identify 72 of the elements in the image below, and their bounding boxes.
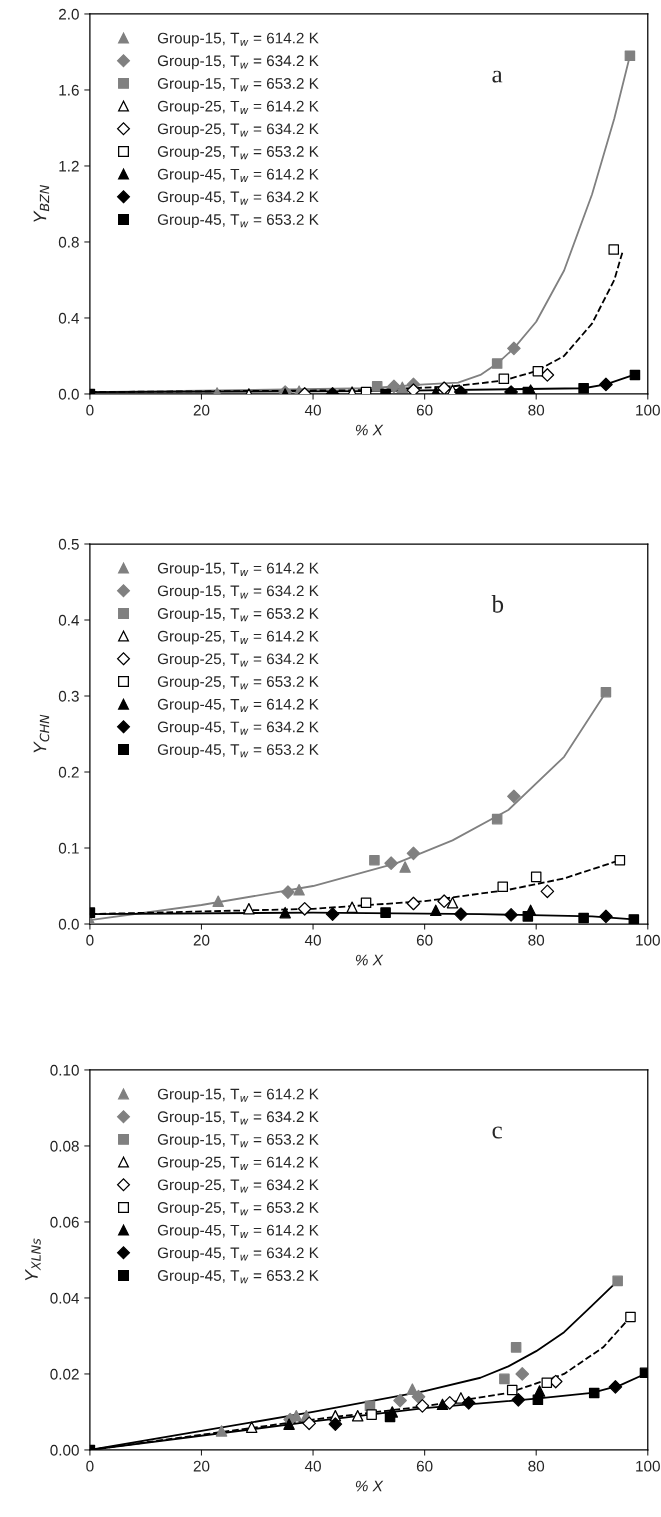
legend-label: Group-15, T$_{w}$ = 634.2 K xyxy=(157,55,319,70)
legend-label: Group-15, T$_{w}$ = 653.2 K xyxy=(157,78,319,92)
x-tick-label: 20 xyxy=(193,404,210,416)
y-tick-label: 0.0 xyxy=(58,388,79,400)
legend-label: Group-25, T$_{w}$ = 634.2 K xyxy=(157,653,319,668)
y-tick-label: 0.5 xyxy=(58,538,79,550)
x-tick-label: 60 xyxy=(416,404,433,416)
legend-label: Group-15, T$_{w}$ = 614.2 K xyxy=(157,1088,319,1103)
legend-label: Group-25, T$_{w}$ = 653.2 K xyxy=(157,146,319,160)
x-tick-label: 80 xyxy=(528,934,545,946)
legend-label: Group-15, T$_{w}$ = 614.2 K xyxy=(157,562,319,577)
y-tick-label: 0.00 xyxy=(50,1444,79,1456)
x-tick-label: 0 xyxy=(86,1460,94,1472)
x-axis-title: % X xyxy=(355,954,384,966)
y-axis-title: Y$_{BZN}$ xyxy=(33,185,50,222)
y-axis-title: Y$_{CHN}$ xyxy=(33,714,50,753)
y-tick-label: 0.04 xyxy=(50,1292,80,1304)
x-tick-label: 20 xyxy=(193,1460,210,1472)
x-tick-label: 40 xyxy=(304,404,321,416)
legend-label: Group-25, T$_{w}$ = 614.2 K xyxy=(157,100,319,115)
x-tick-label: 20 xyxy=(193,934,210,946)
y-tick-label: 0.08 xyxy=(50,1140,79,1152)
legend-label: Group-45, T$_{w}$ = 634.2 K xyxy=(157,191,319,206)
legend-label: Group-25, T$_{w}$ = 634.2 K xyxy=(157,123,319,138)
x-axis-title: % X xyxy=(355,1480,384,1492)
legend-label: Group-15, T$_{w}$ = 653.2 K xyxy=(157,608,319,622)
legend-label: Group-15, T$_{w}$ = 634.2 K xyxy=(157,1111,319,1126)
legend-label: Group-25, T$_{w}$ = 634.2 K xyxy=(157,1179,319,1194)
y-tick-label: 0.2 xyxy=(58,766,79,778)
legend-label: Group-15, T$_{w}$ = 653.2 K xyxy=(157,1134,319,1148)
x-tick-label: 80 xyxy=(528,404,545,416)
legend-label: Group-45, T$_{w}$ = 653.2 K xyxy=(157,1270,319,1284)
legend-label: Group-15, T$_{w}$ = 614.2 K xyxy=(157,32,319,47)
y-tick-label: 0.1 xyxy=(58,842,79,854)
annotation: b xyxy=(491,595,504,613)
legend-label: Group-25, T$_{w}$ = 614.2 K xyxy=(157,630,319,645)
x-tick-label: 40 xyxy=(304,934,321,946)
legend-label: Group-45, T$_{w}$ = 634.2 K xyxy=(157,721,319,736)
annotation: a xyxy=(492,70,503,83)
x-tick-label: 100 xyxy=(636,1460,660,1472)
legend-label: Group-45, T$_{w}$ = 614.2 K xyxy=(157,168,319,183)
x-tick-label: 0 xyxy=(86,404,94,416)
legend-label: Group-25, T$_{w}$ = 653.2 K xyxy=(157,676,319,690)
y-tick-label: 1.6 xyxy=(59,84,79,96)
x-tick-label: 80 xyxy=(528,1460,545,1472)
y-tick-label: 0.4 xyxy=(58,312,80,324)
legend-label: Group-45, T$_{w}$ = 653.2 K xyxy=(157,214,319,228)
legend-label: Group-25, T$_{w}$ = 653.2 K xyxy=(157,1202,319,1216)
x-axis-title: % X xyxy=(355,424,384,436)
legend-label: Group-45, T$_{w}$ = 614.2 K xyxy=(157,698,319,713)
y-tick-label: 0.4 xyxy=(58,614,80,626)
x-tick-label: 60 xyxy=(416,934,433,946)
legend-label: Group-25, T$_{w}$ = 614.2 K xyxy=(157,1156,319,1171)
x-tick-label: 40 xyxy=(304,1460,321,1472)
y-tick-label: 1.2 xyxy=(59,160,79,172)
y-tick-label: 2.0 xyxy=(59,8,79,20)
legend-label: Group-45, T$_{w}$ = 614.2 K xyxy=(157,1224,319,1239)
legend-label: Group-45, T$_{w}$ = 653.2 K xyxy=(157,744,319,759)
y-tick-label: 0.3 xyxy=(58,690,79,702)
annotation: c xyxy=(492,1126,502,1139)
x-tick-label: 100 xyxy=(636,404,660,416)
y-tick-label: 0.10 xyxy=(50,1064,79,1076)
y-tick-label: 0.8 xyxy=(58,236,79,248)
y-axis-title: Y$_{XLNs}$ xyxy=(25,1238,41,1281)
legend-label: Group-15, T$_{w}$ = 634.2 K xyxy=(157,585,319,600)
legend-label: Group-45, T$_{w}$ = 634.2 K xyxy=(157,1247,319,1262)
x-tick-label: 0 xyxy=(86,934,94,946)
y-tick-label: 0.0 xyxy=(58,918,79,930)
x-tick-label: 60 xyxy=(416,1460,433,1472)
y-tick-label: 0.02 xyxy=(50,1368,79,1380)
x-tick-label: 100 xyxy=(636,934,660,946)
y-tick-label: 0.06 xyxy=(50,1216,79,1228)
